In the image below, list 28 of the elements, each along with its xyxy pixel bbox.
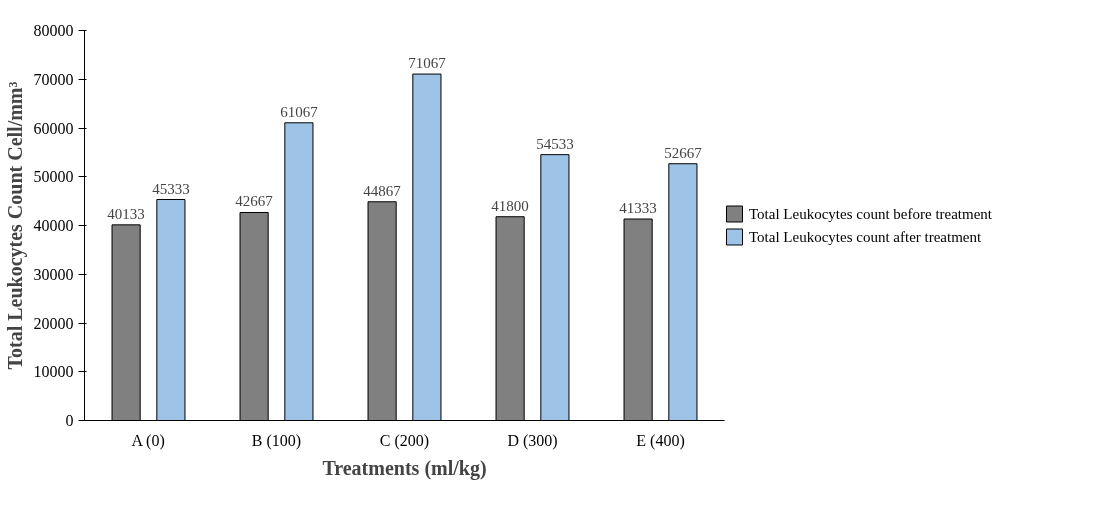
x-tick-label: B (100) <box>251 431 302 450</box>
y-tick-label: 50000 <box>33 168 74 186</box>
data-label: 52667 <box>664 144 703 161</box>
y-tick-label: 0 <box>65 412 74 429</box>
y-tick-label: 30000 <box>33 265 74 283</box>
data-label: 41333 <box>619 200 657 216</box>
data-label: 45333 <box>152 180 190 197</box>
y-tick-label: 70000 <box>33 70 74 88</box>
data-label: 61067 <box>280 103 319 120</box>
data-label: 41800 <box>491 197 529 214</box>
y-tick-label: 80000 <box>33 22 74 39</box>
data-label: 42667 <box>235 193 274 210</box>
y-axis-title: Total Leukocytes Count Cell/mm³ <box>3 81 27 370</box>
legend-label: Total Leukocytes count after treatment <box>749 228 982 245</box>
y-tick-label: 40000 <box>33 217 74 234</box>
data-label: 54533 <box>536 135 574 152</box>
data-label: 40133 <box>107 205 145 222</box>
data-label: 71067 <box>408 55 447 72</box>
y-tick-label: 10000 <box>33 363 74 381</box>
legend-label: Total Leukocytes count before treatment <box>749 205 993 222</box>
y-tick-label: 60000 <box>33 119 74 137</box>
x-axis-title: Treatments (ml/kg) <box>322 456 487 480</box>
x-tick-label: D (300) <box>507 431 558 450</box>
x-tick-label: A (0) <box>131 431 165 450</box>
data-label: 44867 <box>363 182 402 199</box>
x-tick-label: C (200) <box>379 431 430 450</box>
y-tick-label: 20000 <box>33 314 74 332</box>
x-tick-label: E (400) <box>636 431 685 450</box>
